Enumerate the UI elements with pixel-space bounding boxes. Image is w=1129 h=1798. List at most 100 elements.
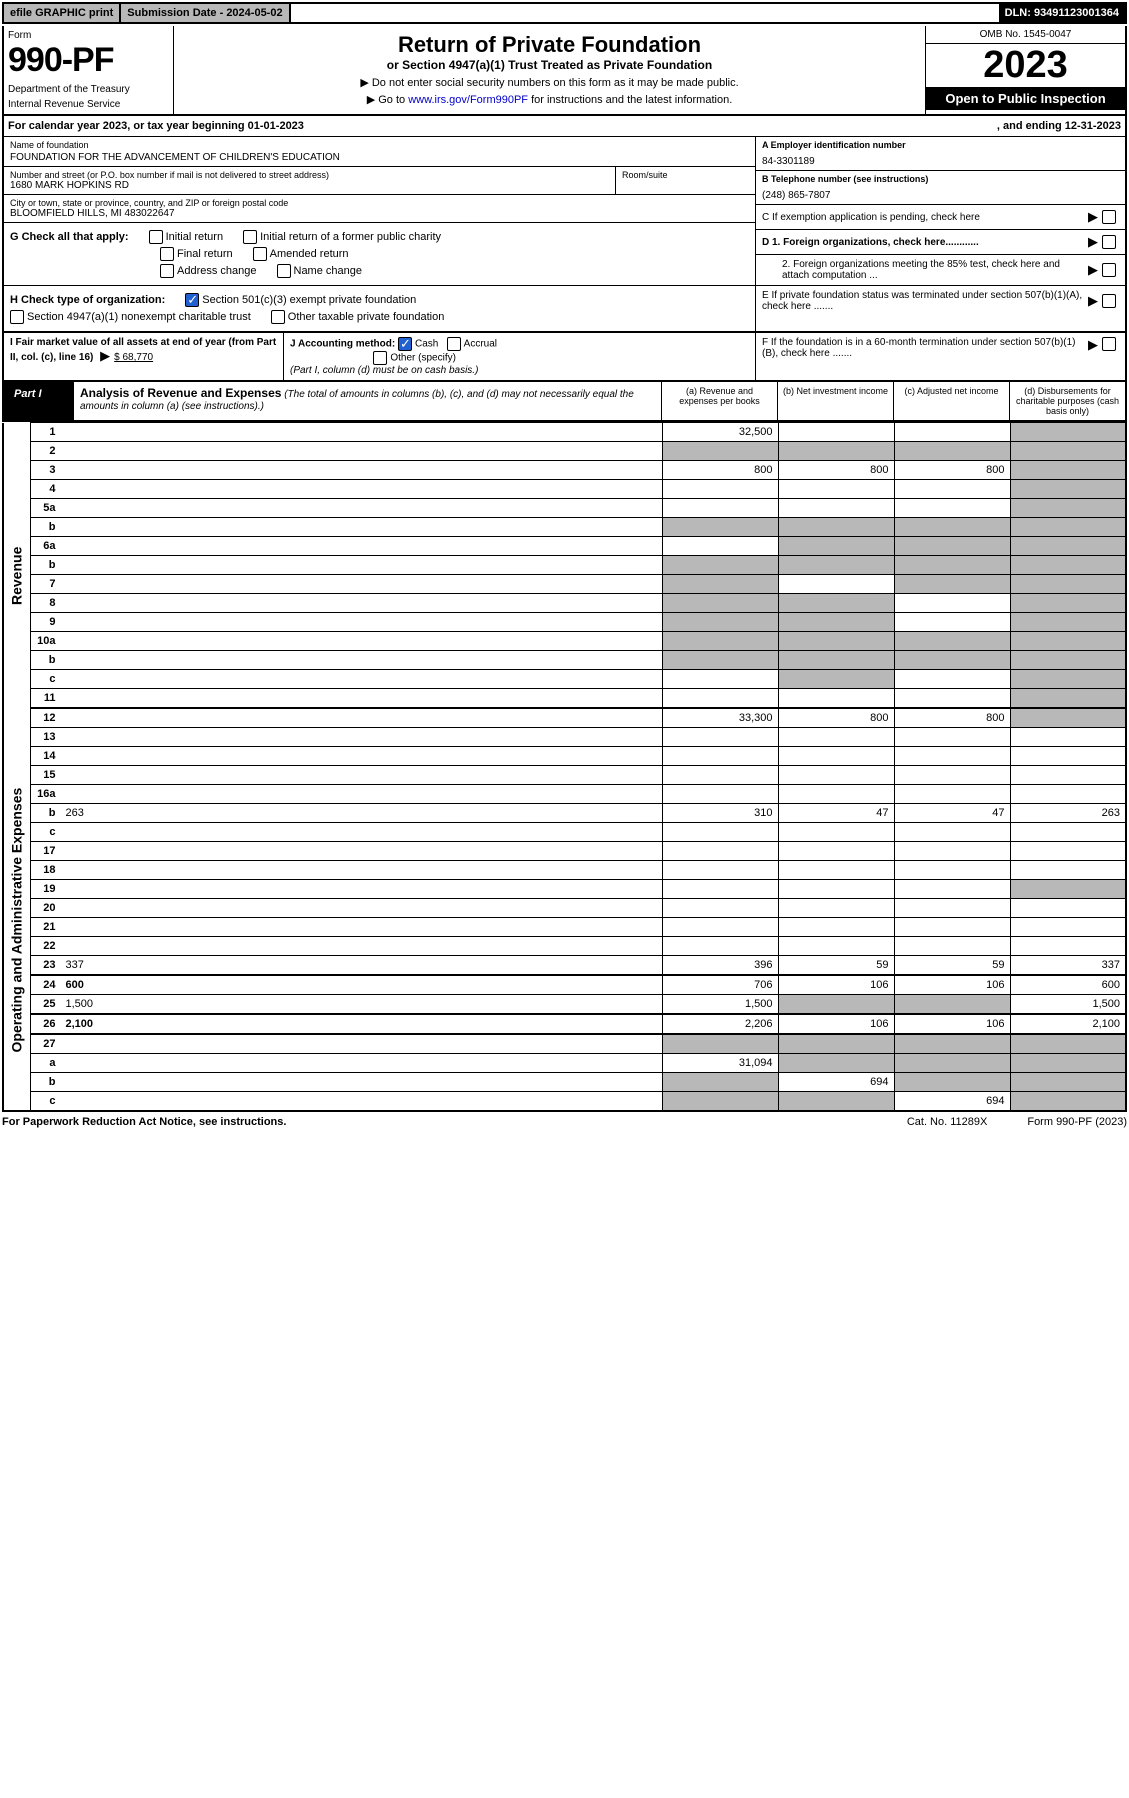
- checkbox-addr-change[interactable]: [160, 264, 174, 278]
- revenue-rotated-label: Revenue: [3, 423, 31, 728]
- checkbox-4947[interactable]: [10, 310, 24, 324]
- line-number: 6a: [31, 537, 61, 556]
- amount-cell: 600: [1010, 975, 1126, 995]
- checkbox-c[interactable]: [1102, 210, 1116, 224]
- amount-cell: 396: [662, 956, 778, 976]
- line-description: [61, 1034, 663, 1054]
- amount-cell: [894, 1034, 1010, 1054]
- amount-cell: [894, 1073, 1010, 1092]
- amount-cell: [662, 880, 778, 899]
- efile-label: efile GRAPHIC print: [4, 4, 121, 22]
- line-description: [61, 766, 663, 785]
- amount-cell: 32,500: [662, 423, 778, 442]
- amount-cell: [662, 728, 778, 747]
- amount-cell: 310: [662, 804, 778, 823]
- line-number: b: [31, 518, 61, 537]
- amount-cell: [894, 423, 1010, 442]
- line-description: 2,100: [61, 1014, 663, 1034]
- line-description: 600: [61, 975, 663, 995]
- amount-cell: 800: [778, 708, 894, 728]
- checkbox-e[interactable]: [1102, 294, 1116, 308]
- name-label: Name of foundation: [10, 140, 749, 150]
- line-description: [61, 461, 663, 480]
- ein-value: 84-3301189: [762, 156, 1119, 167]
- line-number: 17: [31, 842, 61, 861]
- line-number: c: [31, 823, 61, 842]
- checkbox-cash[interactable]: [398, 337, 412, 351]
- amount-cell: [662, 823, 778, 842]
- checkbox-other-taxable[interactable]: [271, 310, 285, 324]
- line-number: 7: [31, 575, 61, 594]
- checkbox-final[interactable]: [160, 247, 174, 261]
- line-number: b: [31, 804, 61, 823]
- city-label: City or town, state or province, country…: [10, 198, 749, 208]
- amount-cell: 33,300: [662, 708, 778, 728]
- foundation-name: FOUNDATION FOR THE ADVANCEMENT OF CHILDR…: [10, 152, 749, 163]
- checkbox-initial[interactable]: [149, 230, 163, 244]
- amount-cell: [894, 594, 1010, 613]
- amount-cell: [1010, 747, 1126, 766]
- line-number: 15: [31, 766, 61, 785]
- amount-cell: [662, 670, 778, 689]
- line-description: [61, 880, 663, 899]
- amount-cell: [1010, 918, 1126, 937]
- line-number: 10a: [31, 632, 61, 651]
- checkbox-d2[interactable]: [1102, 263, 1116, 277]
- form-ref: Form 990-PF (2023): [1027, 1116, 1127, 1128]
- amount-cell: [894, 442, 1010, 461]
- line-description: [61, 937, 663, 956]
- arrow-icon: ▶: [1088, 262, 1098, 278]
- cat-no: Cat. No. 11289X: [907, 1116, 988, 1128]
- amount-cell: [1010, 594, 1126, 613]
- f-label: F If the foundation is in a 60-month ter…: [762, 337, 1084, 376]
- amount-cell: [778, 995, 894, 1015]
- amount-cell: [662, 766, 778, 785]
- amount-cell: 106: [894, 1014, 1010, 1034]
- amount-cell: [894, 613, 1010, 632]
- part1-header: Part I Analysis of Revenue and Expenses …: [2, 382, 1127, 422]
- line-description: [61, 785, 663, 804]
- paperwork-notice: For Paperwork Reduction Act Notice, see …: [2, 1116, 907, 1128]
- checkbox-other-method[interactable]: [373, 351, 387, 365]
- line-description: [61, 747, 663, 766]
- section-g: G Check all that apply: Initial return I…: [4, 223, 755, 286]
- amount-cell: [778, 632, 894, 651]
- checkbox-501c3[interactable]: [185, 293, 199, 307]
- amount-cell: [894, 537, 1010, 556]
- line-description: [61, 537, 663, 556]
- line-number: b: [31, 556, 61, 575]
- line-description: [61, 1054, 663, 1073]
- line-number: 25: [31, 995, 61, 1015]
- amount-cell: [662, 480, 778, 499]
- amount-cell: [894, 842, 1010, 861]
- amount-cell: [1010, 1034, 1126, 1054]
- amount-cell: 31,094: [662, 1054, 778, 1073]
- amount-cell: [662, 1073, 778, 1092]
- amount-cell: [778, 785, 894, 804]
- instr-ssn: ▶ Do not enter social security numbers o…: [180, 76, 919, 89]
- line-number: 16a: [31, 785, 61, 804]
- line-description: [61, 823, 663, 842]
- checkbox-accrual[interactable]: [447, 337, 461, 351]
- checkbox-d1[interactable]: [1102, 235, 1116, 249]
- checkbox-f[interactable]: [1102, 337, 1116, 351]
- line-description: [61, 670, 663, 689]
- amount-cell: [894, 747, 1010, 766]
- checkbox-initial-former[interactable]: [243, 230, 257, 244]
- checkbox-amended[interactable]: [253, 247, 267, 261]
- line-description: [61, 651, 663, 670]
- form-subtitle: or Section 4947(a)(1) Trust Treated as P…: [180, 58, 919, 72]
- line-number: 21: [31, 918, 61, 937]
- checkbox-name-change[interactable]: [277, 264, 291, 278]
- amount-cell: [778, 480, 894, 499]
- expenses-rotated-label: Operating and Administrative Expenses: [3, 728, 31, 1112]
- d2-label: 2. Foreign organizations meeting the 85%…: [762, 259, 1084, 281]
- form-label: Form: [8, 30, 169, 41]
- line-number: 12: [31, 708, 61, 728]
- open-public: Open to Public Inspection: [926, 87, 1125, 110]
- amount-cell: [894, 995, 1010, 1015]
- amount-cell: [778, 747, 894, 766]
- amount-cell: [1010, 823, 1126, 842]
- dln-label: DLN: 93491123001364: [999, 4, 1125, 22]
- irs-link[interactable]: www.irs.gov/Form990PF: [408, 94, 528, 106]
